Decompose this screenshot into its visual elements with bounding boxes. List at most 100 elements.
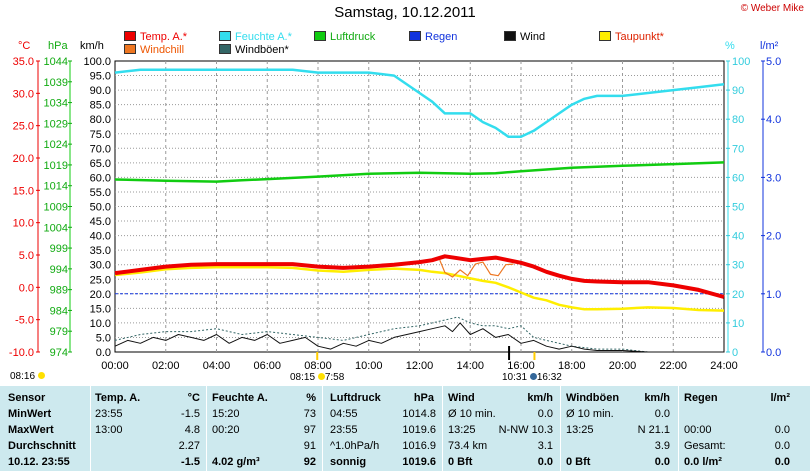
humidity-axis-tick-label: 0 xyxy=(732,347,738,359)
sunrise-time: 08:15 xyxy=(290,372,316,383)
table-cell-feuchte-val: 91 xyxy=(303,440,316,452)
legend-swatch xyxy=(409,31,421,41)
legend-item-temp: Temp. A.* xyxy=(124,31,187,43)
x-tick-label: 04:00 xyxy=(203,360,231,372)
temp-axis-tick-label: 0.0 xyxy=(19,282,34,294)
legend-label: Windchill xyxy=(140,44,185,56)
wind-axis-tick-label: 95.0 xyxy=(90,71,111,83)
table-cell-temp-val: -1.5 xyxy=(181,456,200,468)
table-cell-regen-val: 0.0 xyxy=(774,424,790,436)
table-cell-feuchte-time: 4.02 g/m³ xyxy=(212,456,260,468)
rain-unit: l/m² xyxy=(760,40,779,52)
wind-axis-tick-label: 5.0 xyxy=(96,332,111,344)
table-cell-wind-val: 0.0 xyxy=(537,408,553,420)
wind-axis-tick-label: 35.0 xyxy=(90,245,111,257)
legend-item-wind: Wind xyxy=(504,31,545,43)
temp-axis-tick-label: 20.0 xyxy=(13,153,34,165)
humidity-axis-tick-label: 70 xyxy=(732,143,744,155)
wind-axis-tick-label: 75.0 xyxy=(90,129,111,141)
series-line-feuchte-a xyxy=(114,68,725,138)
temp-axis-tick-label: 25.0 xyxy=(13,121,34,133)
copyright[interactable]: © Weber Mike xyxy=(740,3,804,14)
rain-axis-tick-label: 2.0 xyxy=(766,231,781,243)
legend-item-windboen: Windböen* xyxy=(219,44,289,56)
table-cell-regen-desc: 00:00 xyxy=(684,424,712,436)
table-cell-druck-time: sonnig xyxy=(330,456,367,468)
temp-axis-tick-label: -10.0 xyxy=(9,347,34,359)
table-cell-boen-desc: 0 Bft xyxy=(566,456,591,468)
humidity-axis-tick-label: 30 xyxy=(732,260,744,272)
table-cell-temp-val: 4.8 xyxy=(184,424,200,436)
wind-axis-tick-label: 10.0 xyxy=(90,318,111,330)
legend-label: Luftdruck xyxy=(330,31,376,43)
table-cell-regen-val: 0.0 xyxy=(774,456,790,468)
x-tick-label: 00:00 xyxy=(101,360,129,372)
x-tick-label: 16:00 xyxy=(507,360,535,372)
legend-item-feuchte: Feuchte A.* xyxy=(219,31,292,43)
table-cell-temp-time: 23:55 xyxy=(95,408,123,420)
wind-axis-tick-label: 65.0 xyxy=(90,158,111,170)
divider xyxy=(560,386,561,471)
stats-table: Sensor Temp. A. °C Feuchte A. % Luftdruc… xyxy=(0,386,810,471)
header-luftdruck-unit: hPa xyxy=(413,392,434,404)
wind-axis-tick-label: 45.0 xyxy=(90,216,111,228)
sunset-time: 16:32 xyxy=(536,372,562,383)
series-line-luftdruck xyxy=(114,161,725,183)
temp-axis-tick-label: 10.0 xyxy=(13,218,34,230)
series-line-windchill xyxy=(439,259,514,278)
humidity-unit: % xyxy=(725,40,735,52)
legend-swatch xyxy=(599,31,611,41)
pressure-axis-tick-label: 989 xyxy=(50,285,68,297)
header-sensor: Sensor xyxy=(8,392,46,404)
rain-axis-tick-label: 1.0 xyxy=(766,289,781,301)
pressure-axis-tick-label: 1009 xyxy=(44,202,68,214)
series-line-taupunkt xyxy=(114,266,725,312)
wind-axis-tick-label: 20.0 xyxy=(90,289,111,301)
temp-axis-tick-label: 15.0 xyxy=(13,185,34,197)
divider xyxy=(322,386,323,471)
legend-item-regen: Regen xyxy=(409,31,457,43)
moon-time: 10:31 xyxy=(502,372,528,383)
table-cell-label: 10.12. 23:55 xyxy=(8,456,70,468)
table-cell-wind-val: 3.1 xyxy=(537,440,553,452)
table-cell-boen-desc: Ø 10 min. xyxy=(566,408,614,420)
rain-axis-tick-label: 3.0 xyxy=(766,172,781,184)
table-cell-feuchte-time: 15:20 xyxy=(212,408,240,420)
x-tick-label: 12:00 xyxy=(406,360,434,372)
pressure-axis-tick-label: 994 xyxy=(50,264,68,276)
pressure-axis-tick-label: 1039 xyxy=(44,77,68,89)
divider xyxy=(90,386,91,471)
x-tick-label: 02:00 xyxy=(152,360,180,372)
wind-unit: km/h xyxy=(80,40,104,52)
legend-swatch xyxy=(219,44,231,54)
header-windboen: Windböen xyxy=(566,392,620,404)
table-cell-wind-desc: 13:25 xyxy=(448,424,476,436)
pressure-axis-tick-label: 1014 xyxy=(44,181,68,193)
wind-axis-tick-label: 100.0 xyxy=(83,56,111,68)
table-cell-boen-desc: 13:25 xyxy=(566,424,594,436)
x-tick-label: 14:00 xyxy=(456,360,484,372)
header-wind-unit: km/h xyxy=(527,392,553,404)
table-cell-temp-val: 2.27 xyxy=(178,440,200,452)
pressure-axis-tick-label: 1034 xyxy=(44,98,68,110)
sunrise-left-time: 08:16 xyxy=(10,371,36,382)
wind-axis-tick-label: 25.0 xyxy=(90,274,111,286)
pressure-unit: hPa xyxy=(48,40,68,52)
legend-item-windchill: Windchill xyxy=(124,44,184,56)
wind-axis-tick-label: 60.0 xyxy=(90,172,111,184)
pressure-axis-tick-label: 1024 xyxy=(44,139,68,151)
table-cell-wind-val: 0.0 xyxy=(537,456,553,468)
table-cell-feuchte-val: 73 xyxy=(303,408,316,420)
table-cell-wind-desc: 0 Bft xyxy=(448,456,473,468)
rain-axis-tick-label: 5.0 xyxy=(766,56,781,68)
chart-title: Samstag, 10.12.2011 xyxy=(334,4,476,21)
table-cell-regen-val: 0.0 xyxy=(774,440,790,452)
humidity-axis-tick-label: 80 xyxy=(732,114,744,126)
sun-icon xyxy=(37,372,45,379)
table-cell-boen-val: N 21.1 xyxy=(637,424,670,436)
x-tick-label: 24:00 xyxy=(710,360,738,372)
x-tick-label: 08:00 xyxy=(304,360,332,372)
table-cell-druck-time: 04:55 xyxy=(330,408,358,420)
wind-axis-tick-label: 85.0 xyxy=(90,100,111,112)
pressure-axis-tick-label: 984 xyxy=(50,305,68,317)
